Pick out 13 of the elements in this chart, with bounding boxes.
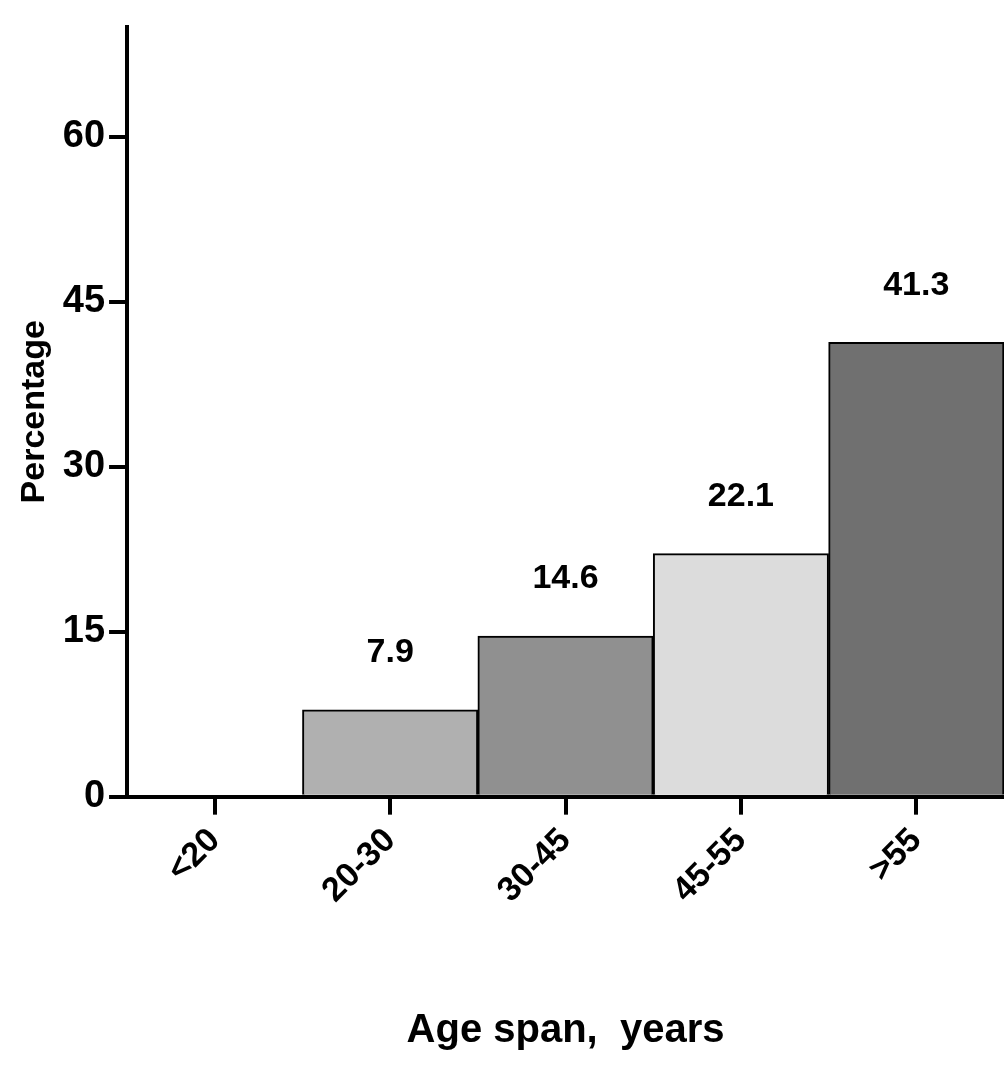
y-tick-label: 60 xyxy=(62,113,106,156)
data-label: 41.3 xyxy=(883,263,950,302)
data-label: 14.6 xyxy=(532,557,599,596)
data-label: 7.9 xyxy=(366,631,414,670)
y-tick-label: 30 xyxy=(62,443,106,486)
data-label: 22.1 xyxy=(707,474,775,513)
x-axis-title: Age span, years xyxy=(406,1006,725,1051)
x-tick-label: >55 xyxy=(860,819,928,888)
x-tick-label: <20 xyxy=(158,819,227,888)
y-axis-title: Percentage xyxy=(12,320,51,504)
y-tick-label: 15 xyxy=(62,608,106,651)
y-tick-label: 45 xyxy=(62,278,106,321)
y-tick-label: 0 xyxy=(83,773,106,816)
